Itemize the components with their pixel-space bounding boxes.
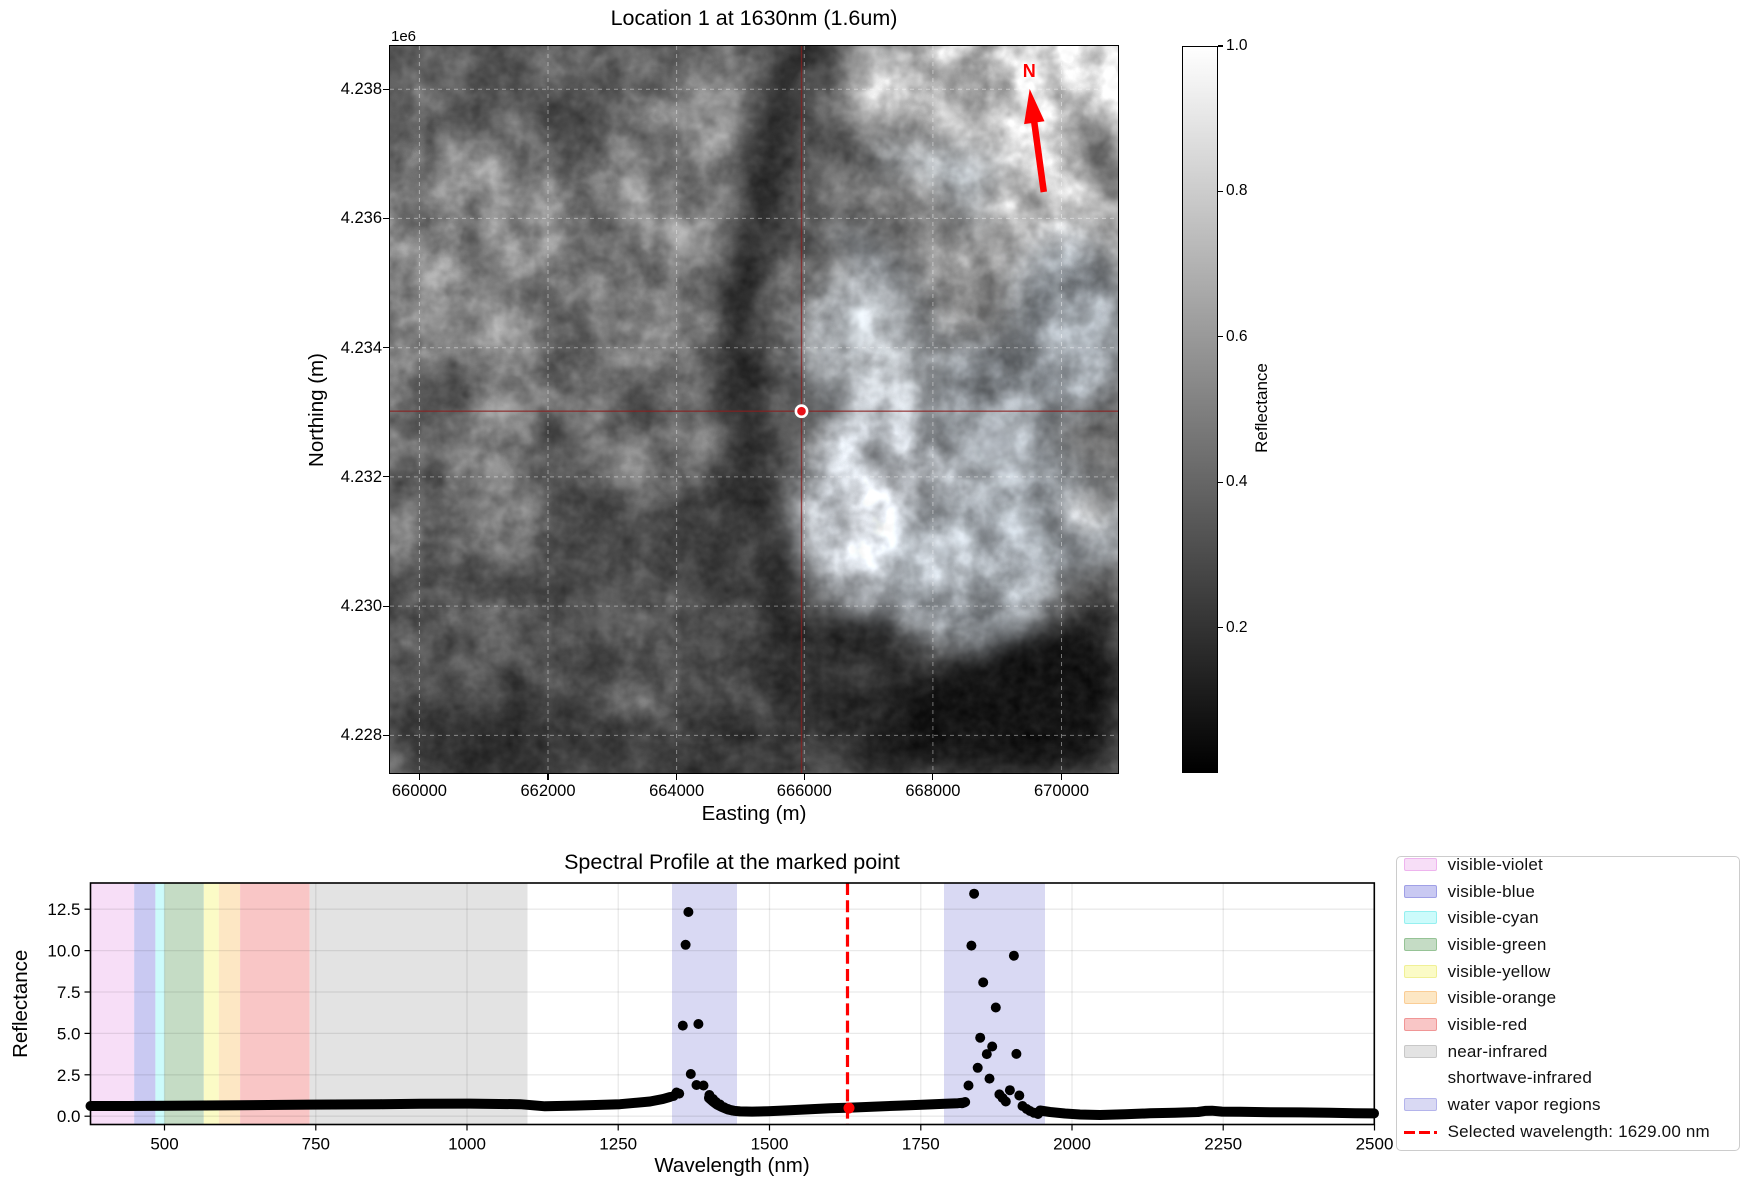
svg-text:2000: 2000 bbox=[1053, 1135, 1091, 1154]
svg-text:10.0: 10.0 bbox=[47, 942, 80, 961]
svg-text:Reflectance: Reflectance bbox=[9, 950, 32, 1058]
svg-text:2.5: 2.5 bbox=[57, 1066, 81, 1085]
svg-text:Wavelength (nm): Wavelength (nm) bbox=[654, 1154, 809, 1177]
svg-text:N: N bbox=[1023, 61, 1036, 81]
svg-text:1750: 1750 bbox=[902, 1135, 940, 1154]
svg-text:1000: 1000 bbox=[448, 1135, 486, 1154]
svg-text:2500: 2500 bbox=[1356, 1135, 1394, 1154]
svg-text:7.5: 7.5 bbox=[57, 983, 81, 1002]
svg-text:1500: 1500 bbox=[751, 1135, 789, 1154]
svg-text:1250: 1250 bbox=[599, 1135, 637, 1154]
svg-text:500: 500 bbox=[150, 1135, 178, 1154]
svg-text:12.5: 12.5 bbox=[47, 900, 80, 919]
svg-text:2250: 2250 bbox=[1204, 1135, 1242, 1154]
svg-text:0.0: 0.0 bbox=[57, 1107, 81, 1126]
svg-text:5.0: 5.0 bbox=[57, 1024, 81, 1043]
svg-text:Spectral Profile at the marked: Spectral Profile at the marked point bbox=[564, 850, 900, 874]
svg-text:750: 750 bbox=[302, 1135, 330, 1154]
